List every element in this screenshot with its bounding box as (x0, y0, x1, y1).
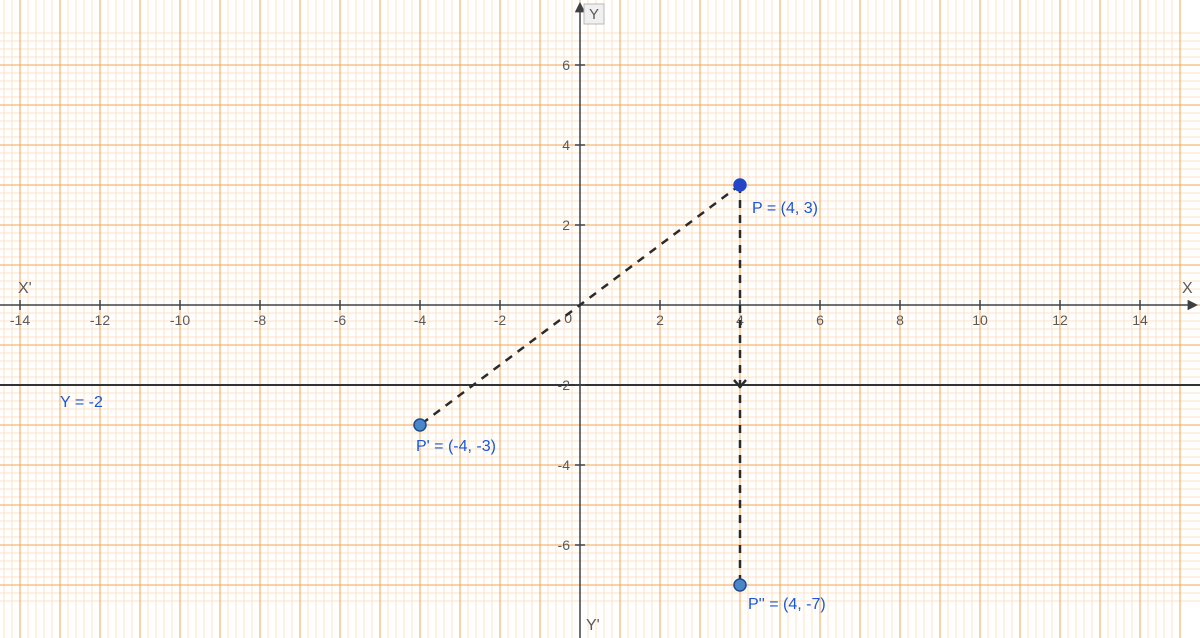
y-tick-label: -4 (558, 457, 571, 473)
x-tick-label: 10 (972, 312, 988, 328)
point-P2 (734, 579, 746, 591)
x-tick-label: -8 (254, 312, 267, 328)
x-tick-label: -12 (90, 312, 110, 328)
point-label-P: P = (4, 3) (752, 200, 818, 217)
point-P (734, 179, 746, 191)
y-tick-label: 6 (562, 57, 570, 73)
x-tick-label: -6 (334, 312, 347, 328)
hline-label: Y = -2 (60, 394, 103, 411)
x-axis-label-neg: X' (18, 280, 32, 297)
point-P1 (414, 419, 426, 431)
x-tick-label: 14 (1132, 312, 1148, 328)
y-axis-label-pos: Y (589, 6, 599, 23)
x-axis-label-pos: X (1182, 280, 1193, 297)
y-tick-label: 2 (562, 217, 570, 233)
y-tick-label: -6 (558, 537, 571, 553)
x-tick-label: 2 (656, 312, 664, 328)
x-tick-label: 8 (896, 312, 904, 328)
coordinate-plane: { "canvas": { "width": 1200, "height": 6… (0, 0, 1200, 638)
point-label-P2: P'' = (4, -7) (748, 596, 826, 613)
x-tick-label: -14 (10, 312, 30, 328)
x-tick-label: -2 (494, 312, 507, 328)
x-tick-label: -4 (414, 312, 427, 328)
point-label-P1: P' = (-4, -3) (416, 438, 496, 455)
y-tick-label: -2 (558, 377, 571, 393)
y-tick-label: 4 (562, 137, 570, 153)
coordinate-plane-svg: Y = -2 -14 -12 -10 -8 -6 -4 -2 2 4 6 8 10 12 14 -6 -4 -2 2… (0, 0, 1200, 638)
y-axis-label-neg: Y' (586, 617, 600, 634)
x-tick-label: -10 (170, 312, 190, 328)
x-tick-label: 12 (1052, 312, 1068, 328)
x-tick-label: 6 (816, 312, 824, 328)
